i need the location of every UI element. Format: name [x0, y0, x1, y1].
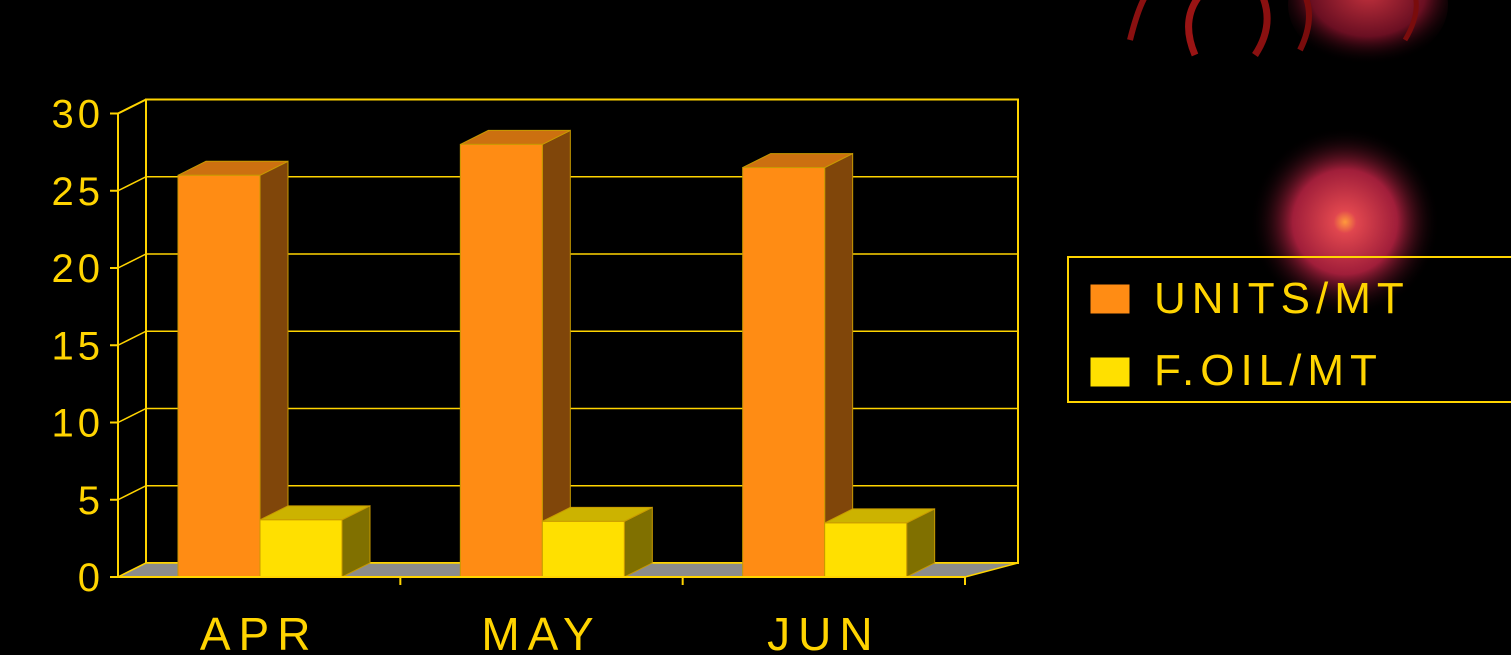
bar-front: [459, 143, 543, 578]
x-category-label: APR: [200, 608, 319, 655]
legend: UNITS/MT F.OIL/MT: [1067, 256, 1511, 403]
bar-front: [259, 519, 343, 578]
bar-front: [541, 520, 625, 578]
legend-border: [1067, 256, 1511, 403]
legend-swatch-foil: [1089, 356, 1131, 388]
gridline-side: [117, 407, 147, 424]
y-tick-label: 0: [78, 556, 104, 600]
legend-label-foil: F.OIL/MT: [1154, 346, 1383, 395]
fireworks-decoration: [1127, 0, 1448, 317]
gridline-side: [117, 330, 147, 346]
gridline-side: [117, 98, 147, 115]
bar-front: [824, 522, 908, 578]
legend-swatch-units: [1089, 283, 1131, 315]
y-tick-label: 5: [78, 479, 104, 523]
y-tick-label: 15: [52, 324, 105, 368]
bar-apr-units: [177, 160, 289, 578]
gridline-side: [117, 485, 147, 501]
bar-series-group: [177, 129, 936, 578]
bar-apr-foil: [259, 505, 371, 578]
y-tick-label: 30: [52, 93, 105, 137]
bar-jun-units: [742, 152, 854, 578]
y-tick-label: 25: [52, 170, 105, 214]
y-tick-label: 20: [52, 247, 105, 291]
x-category-label: JUN: [767, 608, 880, 655]
legend-label-units: UNITS/MT: [1154, 274, 1410, 323]
gridline-side: [117, 176, 147, 192]
bar-front: [177, 174, 261, 578]
y-axis: 0 5 10 15 20 25 30: [52, 93, 119, 600]
bar-may-units: [459, 129, 571, 578]
x-category-label: MAY: [481, 608, 601, 655]
gridline-side: [117, 253, 147, 269]
bar-jun-foil: [824, 508, 936, 578]
y-tick-label: 10: [52, 402, 105, 446]
bar-may-foil: [541, 506, 653, 578]
bar-front: [742, 167, 826, 578]
x-axis: APR MAY JUN: [118, 576, 966, 655]
